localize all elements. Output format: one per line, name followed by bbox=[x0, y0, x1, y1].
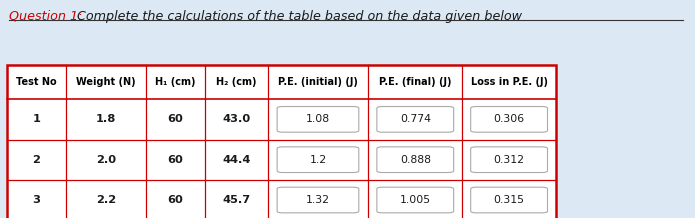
Text: 45.7: 45.7 bbox=[222, 195, 250, 205]
Text: H₁ (cm): H₁ (cm) bbox=[155, 77, 196, 87]
Text: 60: 60 bbox=[167, 114, 183, 124]
Text: Test No: Test No bbox=[16, 77, 57, 87]
Text: 60: 60 bbox=[167, 195, 183, 205]
FancyBboxPatch shape bbox=[377, 147, 454, 172]
Text: Loss in P.E. (J): Loss in P.E. (J) bbox=[471, 77, 548, 87]
Text: 0.888: 0.888 bbox=[400, 155, 431, 165]
Text: 0.774: 0.774 bbox=[400, 114, 431, 124]
Text: 2: 2 bbox=[33, 155, 40, 165]
Text: H₂ (cm): H₂ (cm) bbox=[216, 77, 256, 87]
FancyBboxPatch shape bbox=[277, 107, 359, 132]
Text: 1.005: 1.005 bbox=[400, 195, 431, 205]
Text: 1: 1 bbox=[33, 114, 40, 124]
Text: 0.312: 0.312 bbox=[493, 155, 525, 165]
FancyBboxPatch shape bbox=[277, 147, 359, 172]
Text: 60: 60 bbox=[167, 155, 183, 165]
FancyBboxPatch shape bbox=[377, 187, 454, 213]
Bar bbox=[7, 65, 556, 218]
Text: 1.8: 1.8 bbox=[96, 114, 116, 124]
Text: Complete the calculations of the table based on the data given below: Complete the calculations of the table b… bbox=[73, 10, 522, 23]
Text: 1.2: 1.2 bbox=[309, 155, 327, 165]
Text: 0.306: 0.306 bbox=[493, 114, 525, 124]
Bar bbox=[7, 65, 556, 218]
Text: 0.315: 0.315 bbox=[493, 195, 525, 205]
FancyBboxPatch shape bbox=[277, 187, 359, 213]
FancyBboxPatch shape bbox=[471, 187, 548, 213]
FancyBboxPatch shape bbox=[377, 107, 454, 132]
Text: P.E. (final) (J): P.E. (final) (J) bbox=[379, 77, 452, 87]
Text: P.E. (initial) (J): P.E. (initial) (J) bbox=[278, 77, 358, 87]
FancyBboxPatch shape bbox=[471, 107, 548, 132]
Text: 2.2: 2.2 bbox=[96, 195, 116, 205]
Text: 1.32: 1.32 bbox=[306, 195, 330, 205]
Text: 44.4: 44.4 bbox=[222, 155, 250, 165]
Text: 2.0: 2.0 bbox=[96, 155, 116, 165]
Text: 1.08: 1.08 bbox=[306, 114, 330, 124]
Text: Weight (N): Weight (N) bbox=[76, 77, 136, 87]
FancyBboxPatch shape bbox=[471, 147, 548, 172]
Text: 3: 3 bbox=[33, 195, 40, 205]
Text: Question 1:: Question 1: bbox=[9, 10, 83, 23]
Text: 43.0: 43.0 bbox=[222, 114, 250, 124]
